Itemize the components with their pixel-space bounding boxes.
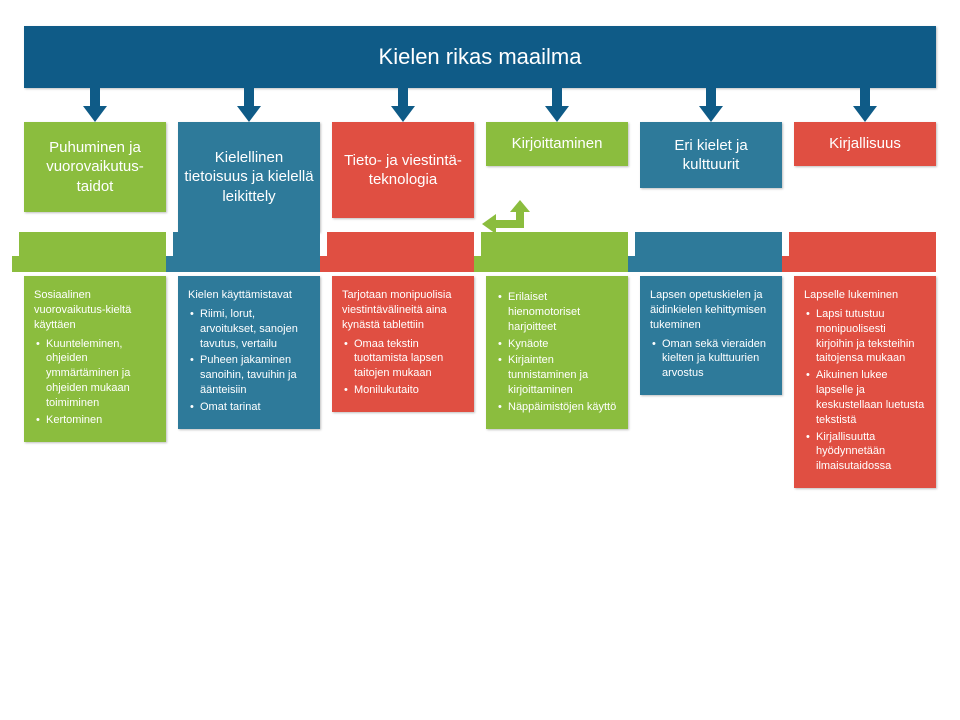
- detail-bullet: Erilaiset hienomotoriset harjoitteet: [496, 290, 618, 335]
- category-title: Eri kielet ja kulttuurit: [646, 136, 776, 175]
- category-title: Kirjoittaminen: [512, 134, 603, 154]
- category-box: Kielellinen tietoisuus ja kielellä leiki…: [178, 122, 320, 232]
- arrow-down-icon: [24, 232, 166, 276]
- detail-list: Oman sekä vieraiden kielten ja kulttuuri…: [650, 337, 772, 382]
- category-box: Kirjoittaminen: [486, 122, 628, 166]
- detail-box: Lapselle lukeminen Lapsi tutustuu monipuo…: [794, 276, 936, 488]
- detail-list: Omaa tekstin tuottamista lapsen taitojen…: [342, 337, 464, 398]
- detail-box: Erilaiset hienomotoriset harjoitteet Kynä…: [486, 276, 628, 429]
- header-bar: Kielen rikas maailma: [24, 26, 936, 88]
- arrow-down-icon: [794, 88, 936, 122]
- detail-box: Sosiaalinen vuorovaikutus-kieltä käyttäe…: [24, 276, 166, 442]
- arrow-down-icon: [640, 232, 782, 276]
- detail-bullet: Aikuinen lukee lapselle ja keskustellaan…: [804, 368, 926, 427]
- detail-list: Kuunteleminen, ohjeiden ymmärtäminen ja …: [34, 337, 156, 428]
- detail-box: Tarjotaan monipuolisia viestintävälineit…: [332, 276, 474, 412]
- diagram-root: Kielen rikas maailma Puhuminen ja vuorov…: [24, 26, 936, 488]
- arrow-down-icon: [486, 232, 628, 276]
- category-box: Tieto- ja viestintä-teknologia: [332, 122, 474, 218]
- detail-bullet: Lapsi tutustuu monipuolisesti kirjoihin …: [804, 307, 926, 366]
- detail-bullet: Oman sekä vieraiden kielten ja kulttuuri…: [650, 337, 772, 382]
- category-title: Puhuminen ja vuorovaikutus-taidot: [30, 138, 160, 197]
- detail-bullet: Monilukutaito: [342, 383, 464, 398]
- detail-list: Lapsi tutustuu monipuolisesti kirjoihin …: [804, 307, 926, 474]
- arrow-down-icon: [178, 88, 320, 122]
- mid-arrow-row: [24, 232, 936, 276]
- detail-bullet: Kynäote: [496, 337, 618, 352]
- arrow-down-icon: [794, 232, 936, 276]
- detail-bullet: Kuunteleminen, ohjeiden ymmärtäminen ja …: [34, 337, 156, 411]
- detail-bullet: Puheen jakaminen sanoihin, tavuihin ja ä…: [188, 353, 310, 398]
- detail-bullet: Näppäimistöjen käyttö: [496, 400, 618, 415]
- detail-lead: Tarjotaan monipuolisia viestintävälineit…: [342, 288, 464, 333]
- detail-bullet: Kertominen: [34, 413, 156, 428]
- category-row: Puhuminen ja vuorovaikutus-taidot Kielell…: [24, 122, 936, 232]
- detail-bullet: Omat tarinat: [188, 400, 310, 415]
- detail-box: Kielen käyttämistavat Riimi, lorut, arvoi…: [178, 276, 320, 429]
- elbow-arrow-icon: [492, 210, 532, 232]
- detail-list: Erilaiset hienomotoriset harjoitteet Kynä…: [496, 290, 618, 415]
- arrow-down-icon: [640, 88, 782, 122]
- arrow-down-icon: [486, 88, 628, 122]
- arrow-down-icon: [332, 232, 474, 276]
- detail-bullet: Kirjainten tunnistaminen ja kirjoittamin…: [496, 353, 618, 398]
- category-box: Puhuminen ja vuorovaikutus-taidot: [24, 122, 166, 212]
- detail-list: Riimi, lorut, arvoitukset, sanojen tavut…: [188, 307, 310, 415]
- top-arrow-row: [24, 88, 936, 122]
- detail-bullet: Omaa tekstin tuottamista lapsen taitojen…: [342, 337, 464, 382]
- detail-lead: Lapselle lukeminen: [804, 288, 926, 303]
- detail-row: Sosiaalinen vuorovaikutus-kieltä käyttäe…: [24, 276, 936, 488]
- detail-bullet: Kirjallisuutta hyödynnetään ilmaisutaido…: [804, 430, 926, 475]
- category-title: Kielellinen tietoisuus ja kielellä leiki…: [184, 148, 314, 207]
- arrow-down-icon: [178, 232, 320, 276]
- arrow-down-icon: [24, 88, 166, 122]
- detail-lead: Lapsen opetuskielen ja äidinkielen kehit…: [650, 288, 772, 333]
- detail-bullet: Riimi, lorut, arvoitukset, sanojen tavut…: [188, 307, 310, 352]
- header-title: Kielen rikas maailma: [379, 44, 582, 69]
- category-title: Kirjallisuus: [829, 134, 901, 154]
- arrow-down-icon: [332, 88, 474, 122]
- detail-box: Lapsen opetuskielen ja äidinkielen kehit…: [640, 276, 782, 395]
- category-title: Tieto- ja viestintä-teknologia: [338, 151, 468, 190]
- category-box: Eri kielet ja kulttuurit: [640, 122, 782, 188]
- detail-lead: Kielen käyttämistavat: [188, 288, 310, 303]
- category-box: Kirjallisuus: [794, 122, 936, 166]
- detail-lead: Sosiaalinen vuorovaikutus-kieltä käyttäe…: [34, 288, 156, 333]
